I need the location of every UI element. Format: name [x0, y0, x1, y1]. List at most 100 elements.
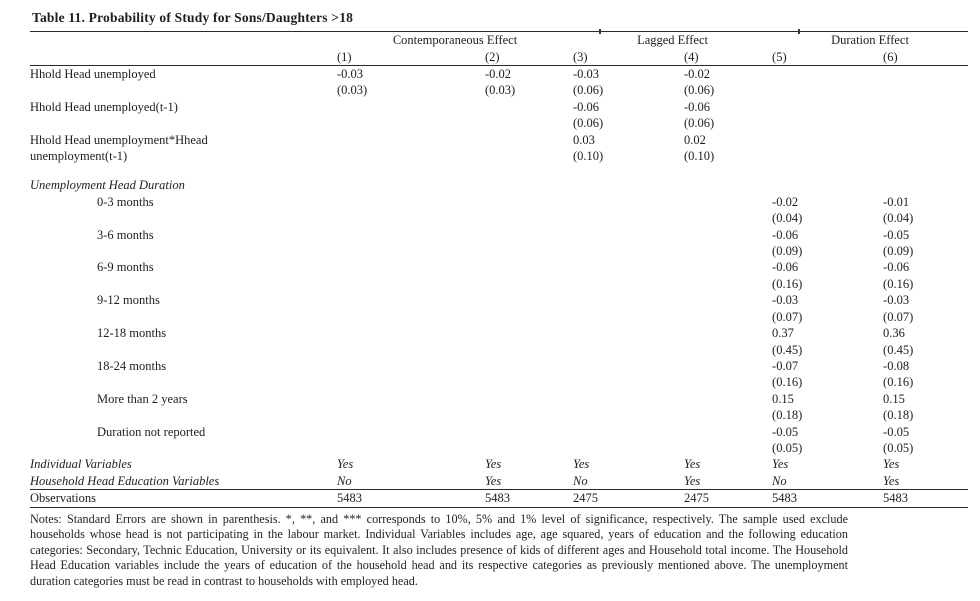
- value-cell: [772, 82, 883, 98]
- value-cell: Yes: [684, 473, 701, 488]
- table-row: Hhold Head unemployed(t-1) -0.06 -0.06: [30, 99, 968, 115]
- value-cell: [684, 374, 772, 390]
- row-label: Hhold Head unemployment*Hhead: [30, 132, 208, 147]
- value-cell: (0.45): [883, 342, 914, 357]
- value-cell: [337, 358, 485, 374]
- value-cell: (0.04): [772, 211, 803, 226]
- row-label: 12-18 months: [97, 326, 167, 341]
- value-cell: [337, 243, 485, 259]
- row-label: [30, 82, 337, 98]
- value-cell: -0.08: [883, 358, 910, 373]
- table-row: (0.06) (0.06): [30, 115, 968, 131]
- table-row: (0.04) (0.04): [30, 210, 968, 226]
- value-cell: [337, 424, 485, 440]
- value-cell: -0.03: [573, 67, 600, 81]
- value-cell: [883, 148, 968, 164]
- table-row: (0.18) (0.18): [30, 407, 968, 423]
- header-number-row: (1) (2) (3) (4) (5) (6): [30, 48, 969, 66]
- value-cell: [337, 374, 485, 390]
- value-cell: [485, 243, 573, 259]
- row-label: unemployment(t-1): [30, 149, 128, 164]
- table-notes: Notes: Standard Errors are shown in pare…: [30, 511, 848, 588]
- value-cell: [883, 132, 968, 148]
- value-cell: 5483: [772, 489, 884, 508]
- header-duration-effect: Duration Effect: [831, 33, 909, 47]
- table-row: More than 2 years 0.15 0.15: [30, 391, 968, 407]
- value-cell: [883, 99, 968, 115]
- value-cell: -0.06: [772, 227, 799, 242]
- value-cell: 0.37: [772, 326, 794, 341]
- value-cell: [573, 440, 684, 456]
- value-cell: -0.01: [883, 194, 910, 209]
- value-cell: -0.06: [772, 260, 799, 275]
- header-contemporaneous-effect: Contemporaneous Effect: [392, 33, 518, 47]
- value-cell: Yes: [883, 457, 900, 472]
- table-row: (0.09) (0.09): [30, 243, 968, 259]
- value-cell: [684, 210, 772, 226]
- value-cell: (0.06): [684, 83, 715, 98]
- row-label: Observations: [30, 489, 337, 508]
- value-cell: Yes: [485, 473, 502, 488]
- row-label: 9-12 months: [97, 293, 160, 308]
- value-cell: [337, 210, 485, 226]
- table-row: (0.16) (0.16): [30, 374, 968, 390]
- row-label: [30, 115, 337, 131]
- value-cell: Yes: [485, 457, 502, 472]
- value-cell: (0.10): [573, 149, 604, 164]
- value-cell: [337, 194, 485, 210]
- value-cell: [573, 194, 684, 210]
- row-label: [30, 407, 337, 423]
- value-cell: [485, 391, 573, 407]
- value-cell: [883, 115, 968, 131]
- value-cell: 2475: [573, 489, 685, 508]
- table-row: Hhold Head unemployment*Hhead 0.03 0.02: [30, 132, 968, 148]
- table-row: (0.45) (0.45): [30, 342, 968, 358]
- value-cell: [485, 148, 573, 164]
- value-cell: 0.36: [883, 326, 905, 341]
- value-cell: (0.06): [684, 116, 715, 131]
- value-cell: (0.07): [883, 309, 914, 324]
- value-cell: -0.05: [772, 424, 799, 439]
- table-row: 3-6 months -0.06 -0.05: [30, 227, 968, 243]
- table-row: unemployment(t-1) (0.10) (0.10): [30, 148, 968, 164]
- table-row: Unemployment Head Duration: [30, 177, 968, 193]
- value-cell: [684, 177, 772, 193]
- row-label: Hhold Head unemployed: [30, 67, 156, 81]
- row-label: [30, 374, 337, 390]
- value-cell: (0.16): [883, 375, 914, 390]
- value-cell: [573, 325, 684, 341]
- table-row: Hhold Head unemployed -0.03 -0.02 -0.03 -0.0…: [30, 66, 968, 83]
- value-cell: [573, 177, 684, 193]
- value-cell: [573, 259, 684, 275]
- value-cell: [573, 391, 684, 407]
- value-cell: [684, 424, 772, 440]
- value-cell: [883, 177, 968, 193]
- value-cell: [684, 243, 772, 259]
- column-group-tick: [599, 29, 601, 34]
- row-label: Hhold Head unemployed(t-1): [30, 99, 178, 114]
- value-cell: (0.04): [883, 211, 914, 226]
- value-cell: [684, 259, 772, 275]
- value-cell: [337, 440, 485, 456]
- column-number-6: (6): [883, 48, 969, 66]
- value-cell: [485, 210, 573, 226]
- value-cell: [684, 194, 772, 210]
- value-cell: [485, 325, 573, 341]
- value-cell: 2475: [684, 489, 773, 508]
- column-number-5: (5): [772, 48, 884, 66]
- value-cell: [573, 309, 684, 325]
- value-cell: [485, 259, 573, 275]
- value-cell: [485, 177, 573, 193]
- value-cell: [573, 374, 684, 390]
- value-cell: [772, 115, 883, 131]
- value-cell: -0.02: [684, 67, 711, 81]
- row-label: [30, 243, 337, 259]
- value-cell: [485, 407, 573, 423]
- value-cell: [337, 99, 485, 115]
- value-cell: [337, 292, 485, 308]
- value-cell: [772, 132, 883, 148]
- row-label: Household Head Education Variables: [30, 473, 220, 488]
- table-row: (0.03) (0.03) (0.06) (0.06): [30, 82, 968, 98]
- value-cell: 5483: [883, 489, 969, 508]
- value-cell: [485, 132, 573, 148]
